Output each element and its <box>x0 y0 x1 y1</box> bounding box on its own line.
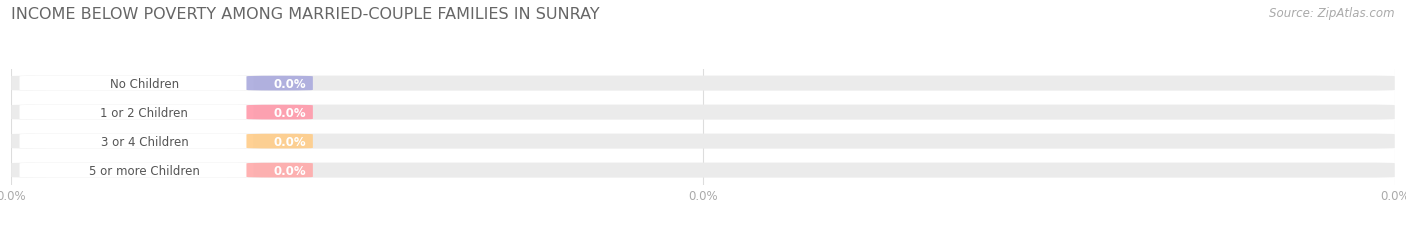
Text: 3 or 4 Children: 3 or 4 Children <box>101 135 188 148</box>
Text: 0.0%: 0.0% <box>274 77 307 90</box>
FancyBboxPatch shape <box>246 163 314 178</box>
FancyBboxPatch shape <box>11 163 1395 178</box>
FancyBboxPatch shape <box>11 76 1395 91</box>
Text: 1 or 2 Children: 1 or 2 Children <box>100 106 188 119</box>
Text: 0.0%: 0.0% <box>274 135 307 148</box>
Text: 0.0%: 0.0% <box>274 106 307 119</box>
FancyBboxPatch shape <box>20 134 253 149</box>
FancyBboxPatch shape <box>20 163 253 178</box>
FancyBboxPatch shape <box>11 105 1395 120</box>
Text: 0.0%: 0.0% <box>274 164 307 177</box>
FancyBboxPatch shape <box>246 105 314 120</box>
FancyBboxPatch shape <box>20 105 253 120</box>
Text: 5 or more Children: 5 or more Children <box>89 164 200 177</box>
FancyBboxPatch shape <box>246 134 314 149</box>
Text: No Children: No Children <box>110 77 179 90</box>
FancyBboxPatch shape <box>246 76 314 91</box>
Text: INCOME BELOW POVERTY AMONG MARRIED-COUPLE FAMILIES IN SUNRAY: INCOME BELOW POVERTY AMONG MARRIED-COUPL… <box>11 7 600 22</box>
Text: Source: ZipAtlas.com: Source: ZipAtlas.com <box>1270 7 1395 20</box>
FancyBboxPatch shape <box>20 76 253 91</box>
FancyBboxPatch shape <box>11 134 1395 149</box>
